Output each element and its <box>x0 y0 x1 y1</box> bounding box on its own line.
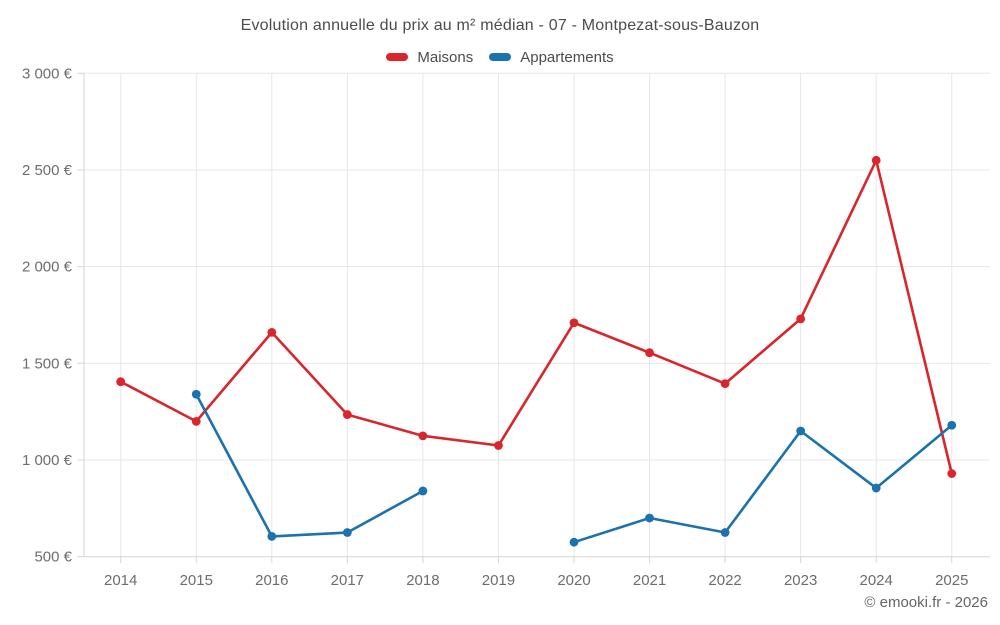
x-tick-label: 2022 <box>708 572 741 589</box>
y-tick-label: 2 000 € <box>22 259 73 276</box>
data-point-maisons-2015[interactable] <box>191 416 201 426</box>
y-tick-label: 1 000 € <box>22 452 73 469</box>
data-point-appartements-2017[interactable] <box>342 528 352 537</box>
data-point-appartements-2022[interactable] <box>720 528 730 537</box>
legend-item-maisons[interactable]: Maisons <box>386 49 473 66</box>
data-point-maisons-2019[interactable] <box>494 441 503 450</box>
x-tick-label: 2014 <box>104 572 137 589</box>
data-point-maisons-2017[interactable] <box>342 410 352 419</box>
legend-label-appartements: Appartements <box>520 48 614 66</box>
data-point-appartements-2016[interactable] <box>267 531 277 541</box>
chart-title: Evolution annuelle du prix au m² médian … <box>240 17 760 34</box>
y-tick-label: 2 500 € <box>22 162 73 179</box>
x-tick-label: 2018 <box>406 572 439 589</box>
x-tick-label: 2021 <box>633 572 666 589</box>
series-line-appartements <box>194 392 425 538</box>
legend-label-maisons: Maisons <box>417 48 474 66</box>
x-tick-label: 2023 <box>784 572 817 589</box>
x-tick-label: 2017 <box>331 572 364 589</box>
x-tick-label: 2025 <box>935 572 968 589</box>
x-tick-label: 2024 <box>860 572 893 589</box>
y-tick-label: 1 500 € <box>22 355 73 372</box>
data-point-maisons-2021[interactable] <box>645 348 654 358</box>
appartements-swatch-icon <box>489 53 512 61</box>
x-tick-label: 2016 <box>255 572 288 589</box>
x-tick-label: 2020 <box>557 572 590 589</box>
data-point-maisons-2018[interactable] <box>418 431 428 441</box>
data-point-maisons-2024[interactable] <box>871 155 881 165</box>
maisons-swatch-icon <box>386 53 409 61</box>
series-line-maisons <box>119 159 954 475</box>
data-point-appartements-2021[interactable] <box>645 513 654 523</box>
data-point-maisons-2014[interactable] <box>116 377 126 387</box>
data-point-maisons-2020[interactable] <box>569 318 579 328</box>
data-point-maisons-2023[interactable] <box>796 314 806 324</box>
chart-legend: Maisons Appartements <box>0 47 1000 67</box>
y-tick-label: 500 € <box>34 549 72 566</box>
y-tick-label: 3 000 € <box>22 65 73 82</box>
data-point-maisons-2016[interactable] <box>267 328 277 337</box>
data-point-appartements-2018[interactable] <box>418 486 428 496</box>
data-point-appartements-2020[interactable] <box>569 537 579 547</box>
data-point-appartements-2023[interactable] <box>796 426 806 436</box>
x-tick-label: 2019 <box>482 572 515 589</box>
data-point-maisons-2025[interactable] <box>947 469 957 478</box>
x-tick-label: 2015 <box>180 572 213 589</box>
attribution-text: © emooki.fr - 2026 <box>864 594 988 611</box>
data-point-maisons-2022[interactable] <box>720 379 730 389</box>
series-line-appartements <box>572 423 954 544</box>
data-point-appartements-2015[interactable] <box>191 389 201 399</box>
legend-item-appartements[interactable]: Appartements <box>489 48 614 66</box>
data-point-appartements-2025[interactable] <box>947 420 957 430</box>
data-point-appartements-2024[interactable] <box>871 483 881 493</box>
